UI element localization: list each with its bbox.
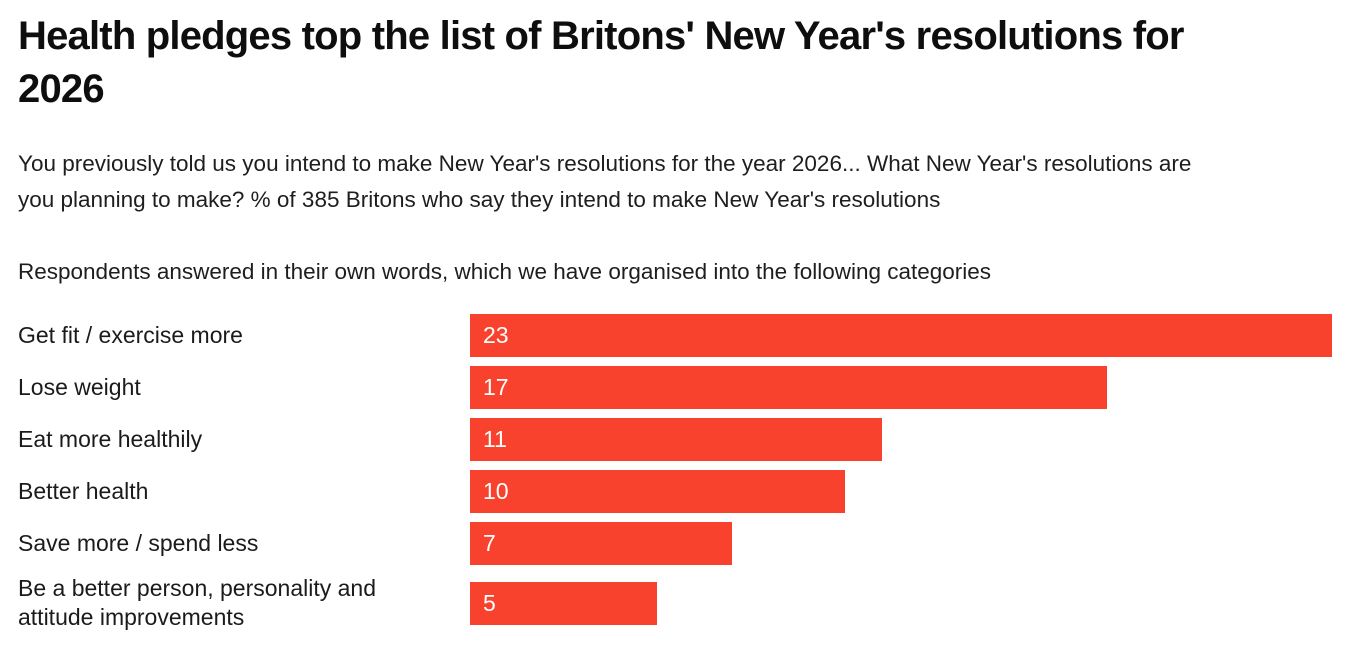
bar-chart: Get fit / exercise more 23 Lose weight 1… [18, 313, 1336, 633]
methodology-note: Respondents answered in their own words,… [18, 259, 992, 285]
bar-track: 11 [470, 417, 1332, 461]
chart-row: Lose weight 17 [18, 365, 1336, 409]
bar-track: 10 [470, 469, 1332, 513]
bar-value-label: 5 [483, 589, 496, 616]
category-label: Lose weight [18, 373, 141, 400]
category-label: Be a better person, personality and atti… [18, 574, 377, 631]
bar-track: 17 [470, 365, 1332, 409]
bar: 23 [470, 313, 1332, 357]
chart-row: Be a better person, personality and atti… [18, 574, 1336, 633]
bar-value-label: 11 [483, 425, 507, 452]
bar: 7 [470, 521, 733, 565]
bar-track: 7 [470, 521, 1332, 565]
chart-row: Better health 10 [18, 469, 1336, 513]
bar-value-label: 10 [483, 477, 509, 504]
bar-track: 5 [470, 581, 1332, 625]
bar-value-label: 7 [483, 529, 496, 556]
chart-page: Health pledges top the list of Britons' … [18, 14, 1336, 633]
chart-row: Get fit / exercise more 23 [18, 313, 1336, 357]
chart-row: Eat more healthily 11 [18, 417, 1336, 461]
bar: 10 [470, 469, 845, 513]
bar-value-label: 17 [483, 373, 509, 400]
bar-value-label: 23 [483, 321, 509, 348]
page-title: Health pledges top the list of Britons' … [18, 14, 1185, 111]
category-label: Better health [18, 477, 149, 504]
bar: 11 [470, 417, 883, 461]
category-label: Save more / spend less [18, 529, 259, 556]
bar-track: 23 [470, 313, 1332, 357]
category-label: Get fit / exercise more [18, 321, 243, 348]
chart-subtitle: You previously told us you intend to mak… [18, 150, 1192, 213]
bar: 5 [470, 581, 658, 625]
bar: 17 [470, 365, 1108, 409]
chart-row: Save more / spend less 7 [18, 521, 1336, 565]
category-label: Eat more healthily [18, 425, 203, 452]
